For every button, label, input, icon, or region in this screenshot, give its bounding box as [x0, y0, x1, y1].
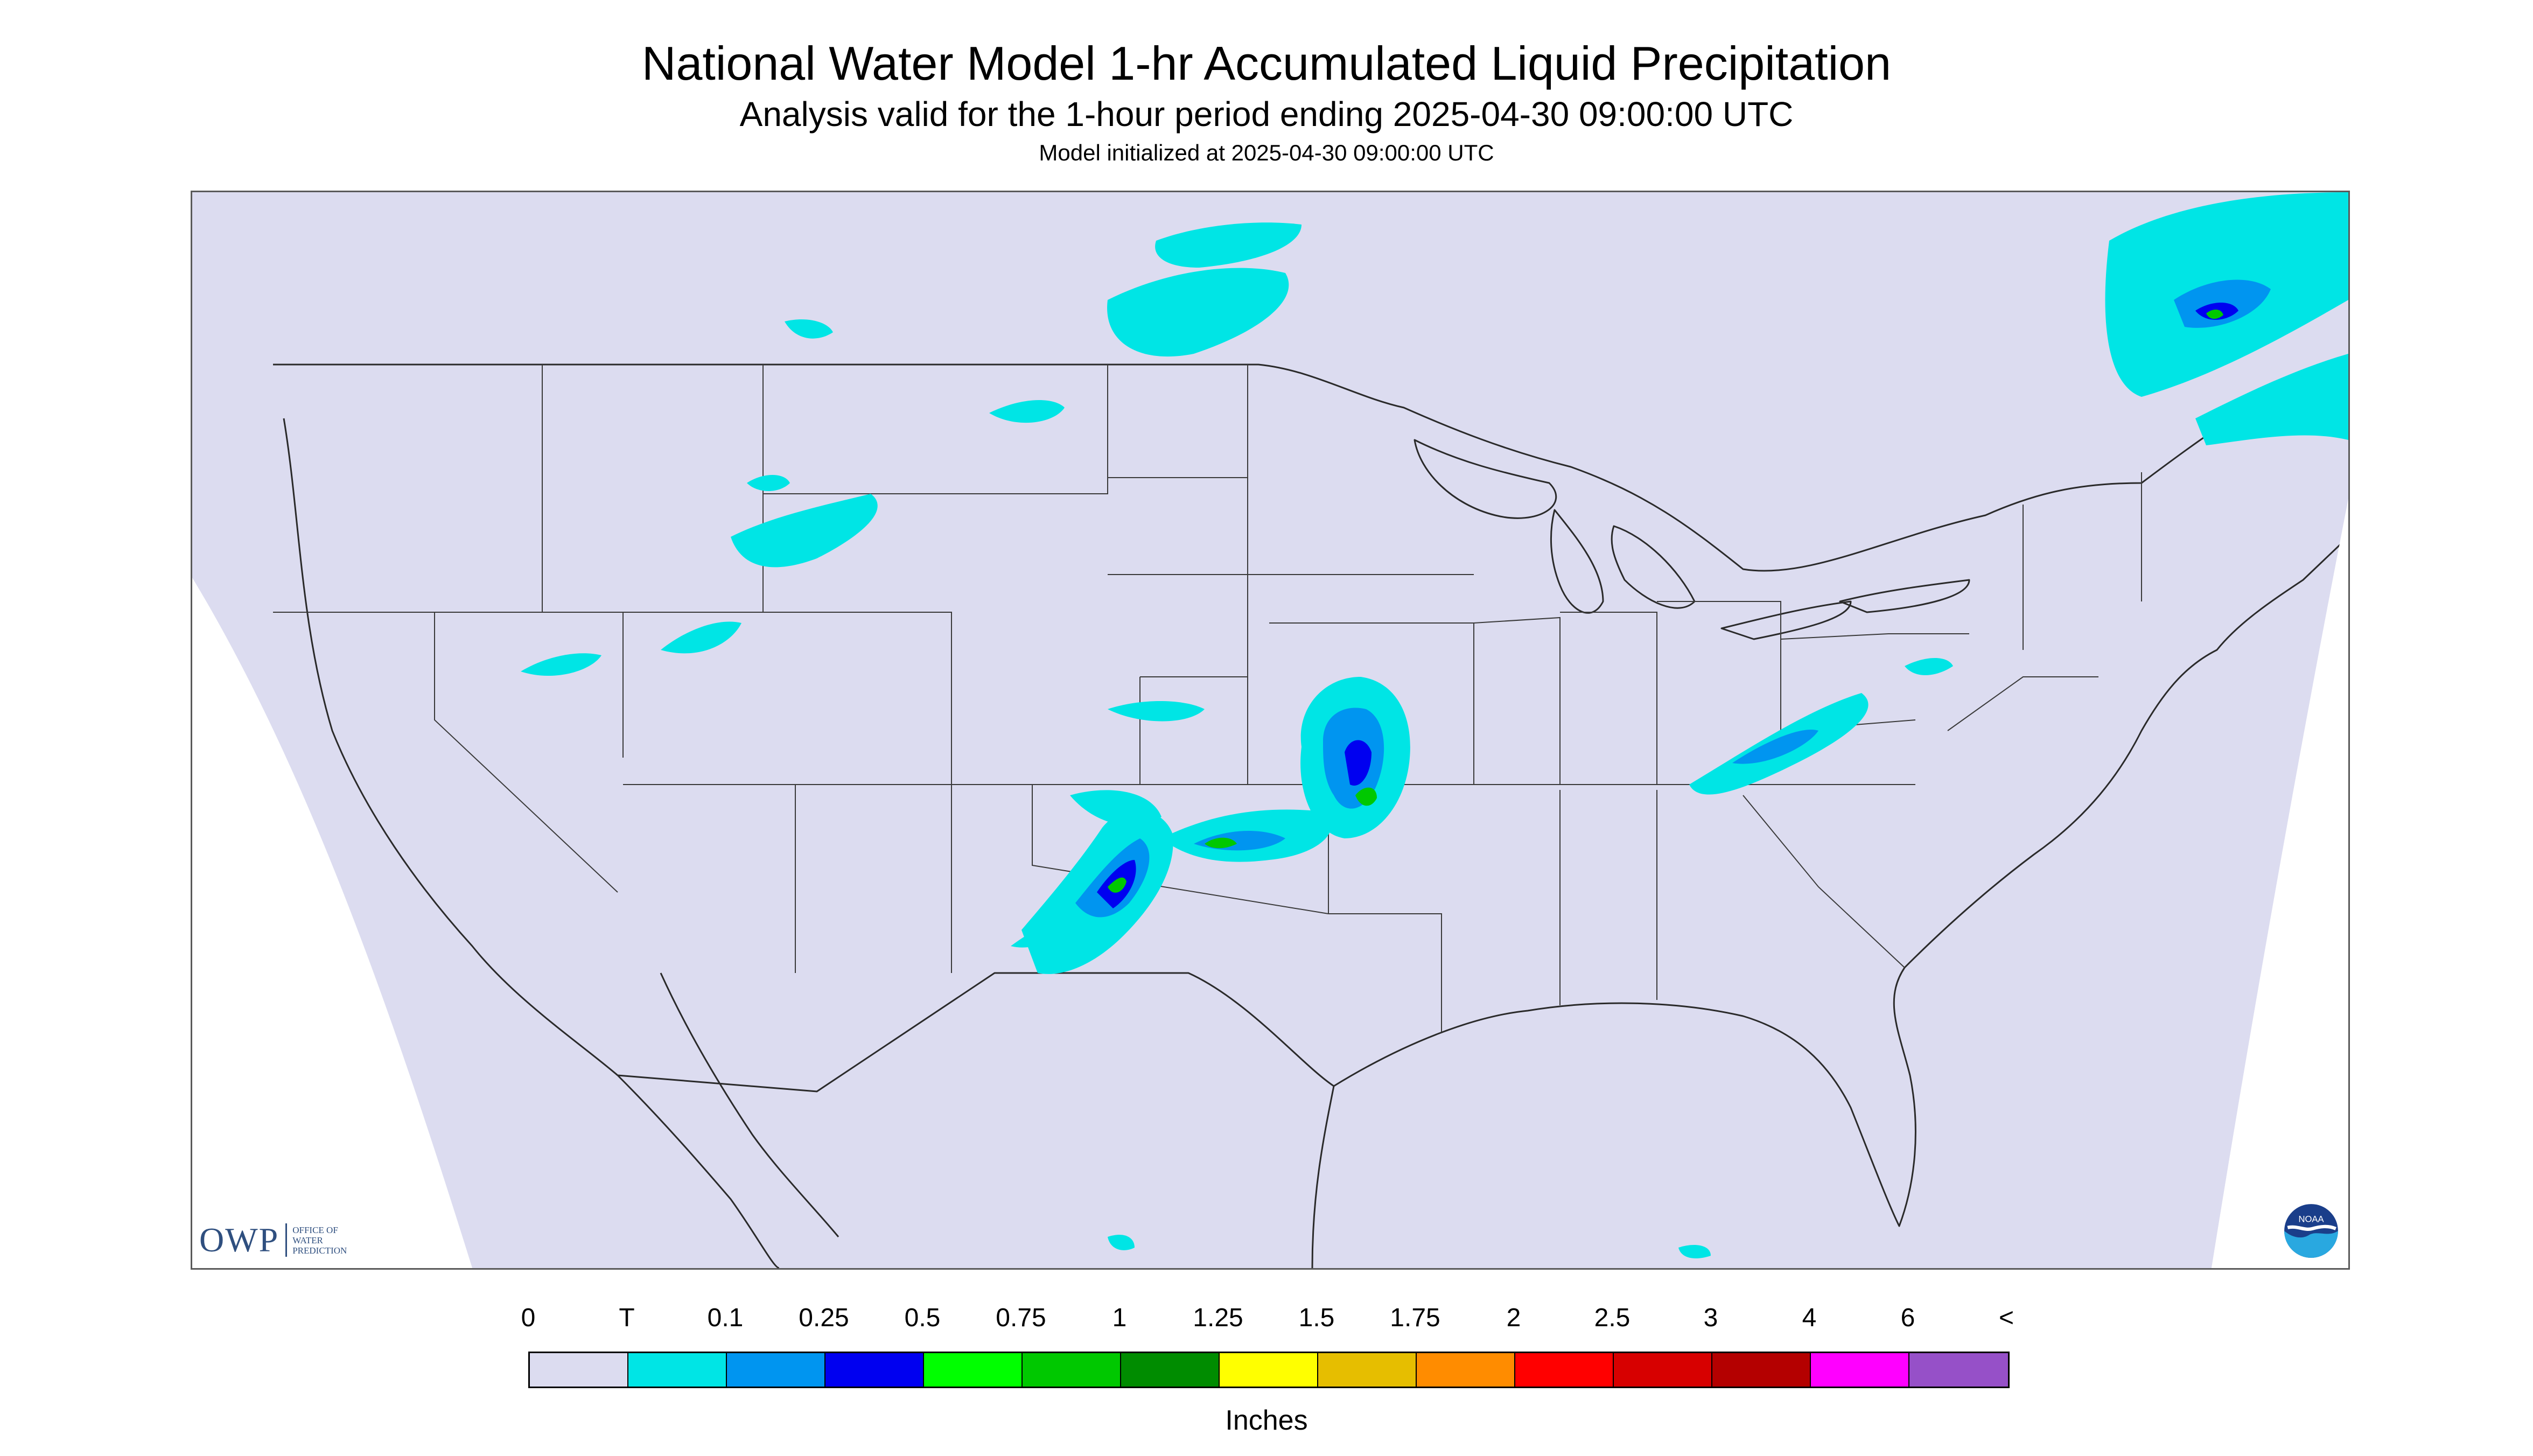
legend-tick-label: 3	[1703, 1304, 1718, 1332]
legend-swatch	[1417, 1353, 1515, 1387]
legend-tick-label: 1.5	[1298, 1304, 1335, 1332]
outside-domain	[192, 192, 2348, 1268]
legend-swatch	[1023, 1353, 1121, 1387]
legend-tick-label: 0	[521, 1304, 536, 1332]
precipitation-legend: 0 T 0.1 0.25 0.5 0.75 1 1.25 1.5 1.75 2 2.5 3 4 6 < Inc…	[0, 1292, 2533, 1454]
legend-tick-label: 6	[1900, 1304, 1915, 1332]
legend-tick-label: 0.25	[799, 1304, 849, 1332]
model-init-text: Model initialized at 2025-04-30 09:00:00…	[1039, 140, 1494, 165]
legend-swatch	[1515, 1353, 1614, 1387]
legend-swatch	[628, 1353, 727, 1387]
owp-logo-short: OWP	[199, 1221, 279, 1259]
legend-swatch	[727, 1353, 825, 1387]
legend-swatch	[1220, 1353, 1318, 1387]
legend-swatch	[1712, 1353, 1811, 1387]
legend-swatch	[530, 1353, 628, 1387]
legend-tick-label: 1	[1112, 1304, 1127, 1332]
legend-tick-label: 2.5	[1594, 1304, 1631, 1332]
legend-tick-label: 0.75	[996, 1304, 1046, 1332]
legend-swatch	[924, 1353, 1023, 1387]
legend-tick-label: 1.25	[1193, 1304, 1243, 1332]
legend-swatch	[825, 1353, 924, 1387]
legend-units: Inches	[1225, 1405, 1308, 1436]
noaa-logo: NOAA	[2284, 1204, 2338, 1258]
legend-tick-label: 1.75	[1390, 1304, 1440, 1332]
owp-logo-divider	[285, 1223, 288, 1257]
state-boundaries	[273, 365, 2142, 1032]
legend-tick-label: 4	[1802, 1304, 1817, 1332]
legend-swatch	[1318, 1353, 1417, 1387]
map-subtitle: Analysis valid for the 1-hour period end…	[739, 95, 1794, 134]
legend-swatch	[1121, 1353, 1220, 1387]
map-domain	[192, 192, 2348, 1268]
legend-tick-label: 0.5	[904, 1304, 941, 1332]
precipitation-map	[191, 191, 2350, 1270]
legend-tick-label: 2	[1506, 1304, 1521, 1332]
legend-tick-label: <	[1998, 1304, 2014, 1332]
precipitation-cells	[521, 192, 2348, 1258]
noaa-logo-text: NOAA	[2298, 1214, 2324, 1224]
map-title: National Water Model 1-hr Accumulated Li…	[641, 37, 1892, 90]
legend-swatch	[1614, 1353, 1712, 1387]
owp-logo: OWP OFFICE OF WATER PREDICTION	[199, 1221, 347, 1259]
legend-swatch	[1909, 1353, 2008, 1387]
legend-color-bar	[528, 1352, 2010, 1388]
legend-tick-label: 0.1	[707, 1304, 744, 1332]
legend-tick-label: T	[619, 1304, 635, 1332]
legend-swatch	[1811, 1353, 1909, 1387]
owp-logo-long: OFFICE OF WATER PREDICTION	[292, 1224, 347, 1256]
